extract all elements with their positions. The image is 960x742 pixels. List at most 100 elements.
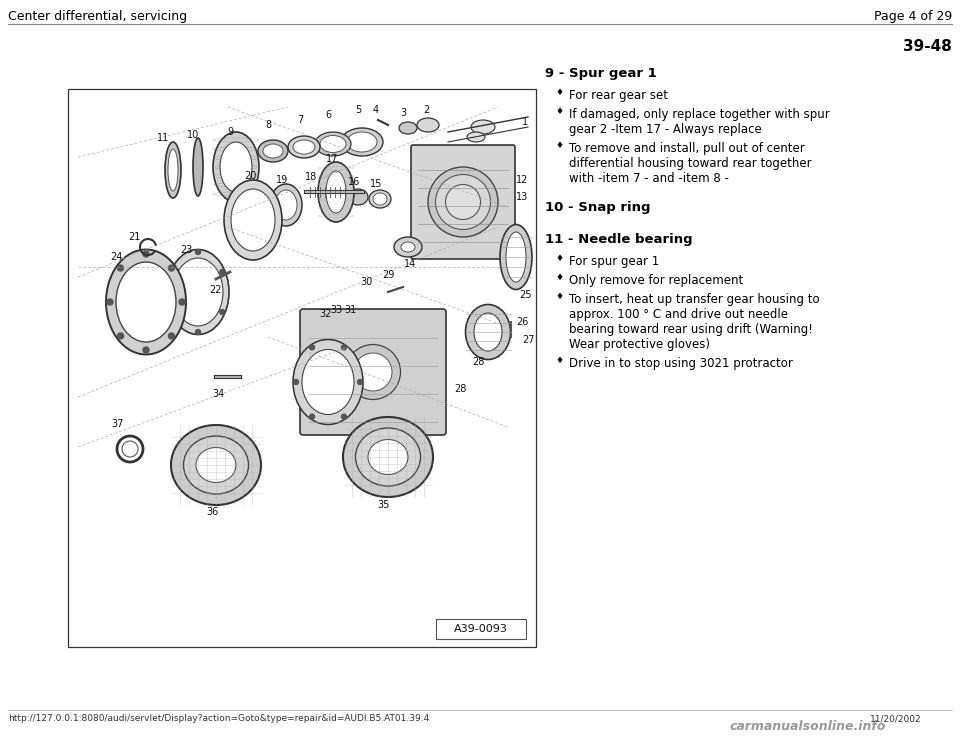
Ellipse shape [165, 142, 181, 198]
Ellipse shape [471, 120, 495, 134]
Text: 37: 37 [111, 419, 124, 429]
Ellipse shape [373, 193, 387, 205]
Text: 30: 30 [360, 277, 372, 287]
Text: 13: 13 [516, 192, 528, 202]
Text: 29: 29 [382, 270, 395, 280]
Text: 7: 7 [297, 115, 303, 125]
Ellipse shape [263, 144, 283, 158]
Text: bearing toward rear using drift (Warning!: bearing toward rear using drift (Warning… [569, 323, 813, 336]
Ellipse shape [436, 174, 491, 229]
Ellipse shape [168, 149, 178, 191]
Text: Only remove for replacement: Only remove for replacement [569, 274, 743, 287]
Ellipse shape [343, 417, 433, 497]
Ellipse shape [318, 162, 354, 222]
Text: 26: 26 [516, 317, 528, 327]
Text: 24: 24 [110, 252, 123, 262]
Circle shape [294, 379, 299, 384]
Ellipse shape [467, 132, 485, 142]
Text: 2: 2 [422, 105, 429, 115]
Text: 10 - Snap ring: 10 - Snap ring [545, 201, 651, 214]
Text: ♦: ♦ [555, 273, 564, 282]
Text: 19: 19 [276, 175, 288, 185]
Ellipse shape [500, 225, 532, 289]
Text: 35: 35 [378, 500, 390, 510]
Ellipse shape [220, 142, 252, 192]
Circle shape [171, 309, 177, 315]
Ellipse shape [288, 136, 320, 158]
Text: For spur gear 1: For spur gear 1 [569, 255, 660, 268]
Circle shape [117, 333, 124, 339]
Text: 34: 34 [212, 389, 224, 399]
Text: To remove and install, pull out of center: To remove and install, pull out of cente… [569, 142, 804, 155]
Text: 9 - Spur gear 1: 9 - Spur gear 1 [545, 67, 657, 80]
Text: A39-0093: A39-0093 [454, 624, 508, 634]
Circle shape [179, 299, 185, 305]
Text: 23: 23 [180, 245, 192, 255]
Text: differential housing toward rear together: differential housing toward rear togethe… [569, 157, 811, 170]
Circle shape [143, 347, 149, 353]
Text: To insert, heat up transfer gear housing to: To insert, heat up transfer gear housing… [569, 293, 820, 306]
FancyBboxPatch shape [300, 309, 446, 435]
Text: 28: 28 [471, 357, 484, 367]
Text: 11/20/2002: 11/20/2002 [870, 714, 922, 723]
Text: ♦: ♦ [555, 356, 564, 365]
Ellipse shape [354, 353, 392, 391]
Circle shape [171, 269, 177, 275]
Text: ♦: ♦ [555, 88, 564, 97]
Text: 1: 1 [522, 117, 528, 127]
Text: 25: 25 [519, 290, 532, 300]
Text: gear 2 -Item 17 - Always replace: gear 2 -Item 17 - Always replace [569, 123, 761, 136]
Ellipse shape [474, 313, 502, 351]
Text: 39-48: 39-48 [903, 39, 952, 54]
Circle shape [168, 265, 175, 271]
Ellipse shape [116, 262, 176, 342]
Ellipse shape [466, 304, 511, 360]
Text: with -item 7 - and -item 8 -: with -item 7 - and -item 8 - [569, 172, 729, 185]
Text: 17: 17 [325, 154, 338, 164]
Circle shape [168, 333, 175, 339]
Circle shape [107, 299, 113, 305]
Ellipse shape [445, 185, 481, 220]
Circle shape [220, 309, 225, 315]
Text: 21: 21 [128, 232, 140, 242]
Ellipse shape [213, 132, 259, 202]
Ellipse shape [293, 340, 363, 424]
Text: 3: 3 [400, 108, 406, 118]
Text: 4: 4 [372, 105, 379, 115]
Text: 18: 18 [305, 172, 317, 182]
Text: 15: 15 [370, 179, 382, 189]
Text: If damaged, only replace together with spur: If damaged, only replace together with s… [569, 108, 829, 121]
Bar [436, 619, 526, 639]
Bar [68, 89, 536, 647]
Ellipse shape [428, 167, 498, 237]
Circle shape [309, 414, 315, 419]
Text: 10: 10 [187, 130, 199, 140]
Ellipse shape [346, 344, 400, 399]
Text: 33: 33 [330, 305, 342, 315]
Text: 8: 8 [265, 120, 271, 130]
Ellipse shape [315, 132, 351, 156]
Ellipse shape [270, 184, 302, 226]
Ellipse shape [401, 242, 415, 252]
Ellipse shape [399, 122, 417, 134]
Text: Center differential, servicing: Center differential, servicing [8, 10, 187, 23]
Text: ♦: ♦ [555, 292, 564, 301]
Text: 5: 5 [355, 105, 361, 115]
Ellipse shape [106, 249, 186, 355]
Circle shape [342, 345, 347, 350]
Text: Wear protective gloves): Wear protective gloves) [569, 338, 710, 351]
Text: ♦: ♦ [555, 141, 564, 150]
Text: carmanualsonline.info: carmanualsonline.info [730, 720, 886, 733]
Ellipse shape [506, 232, 526, 282]
Text: 28: 28 [454, 384, 467, 394]
Text: 12: 12 [516, 175, 528, 185]
Ellipse shape [341, 128, 383, 156]
FancyBboxPatch shape [411, 145, 515, 259]
Text: approx. 100 ° C and drive out needle: approx. 100 ° C and drive out needle [569, 308, 788, 321]
Ellipse shape [320, 136, 346, 153]
Ellipse shape [258, 140, 288, 162]
Ellipse shape [122, 441, 138, 457]
Text: For rear gear set: For rear gear set [569, 89, 668, 102]
Text: 16: 16 [348, 177, 360, 187]
Circle shape [117, 265, 124, 271]
